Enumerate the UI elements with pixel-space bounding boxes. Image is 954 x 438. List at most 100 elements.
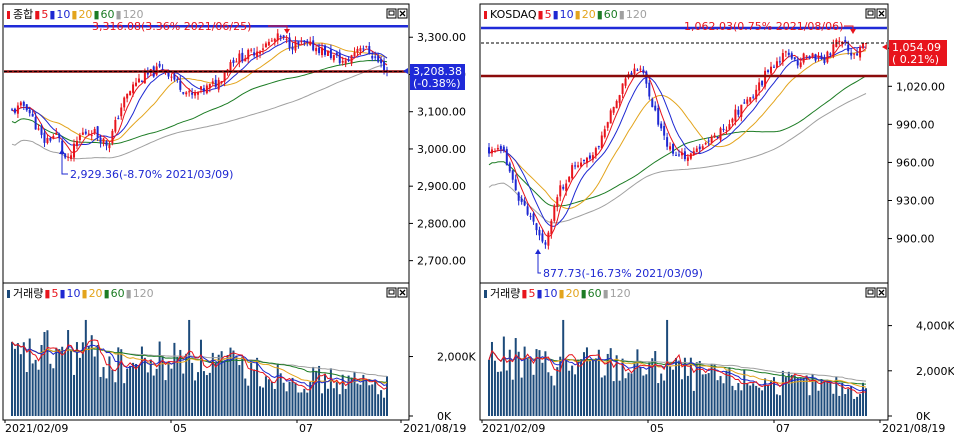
kosdaq-volume-bar (645, 374, 648, 416)
kospi-candle (344, 60, 347, 64)
kosdaq-candle (493, 151, 496, 153)
kosdaq-candle (544, 242, 547, 245)
kospi-volume-bar (267, 379, 270, 416)
kosdaq-candle (651, 99, 654, 108)
kospi-candle (338, 52, 341, 64)
kosdaq-candle (657, 107, 660, 125)
kosdaq-price-maximize-button[interactable] (865, 8, 876, 19)
kosdaq-candle (511, 170, 514, 180)
kosdaq-volume-bar (517, 351, 520, 416)
kosdaq-volume-legend-item: ▮ (581, 287, 587, 300)
kosdaq-date-label: 2021/08/19 (882, 422, 945, 434)
kosdaq-candle (701, 146, 704, 149)
kospi-volume-legend-item: 5 (51, 287, 58, 300)
kosdaq-candle (520, 198, 523, 202)
kosdaq-candle (488, 147, 490, 154)
kospi-candle (13, 108, 16, 113)
kosdaq-volume-legend-item: 거래량 (490, 287, 520, 300)
kospi-candle (241, 52, 244, 62)
kosdaq-candle (529, 215, 532, 217)
kosdaq-volume-bar (488, 359, 490, 416)
kosdaq-volume-bar (832, 393, 835, 416)
kosdaq-volume-bar (716, 380, 719, 416)
kospi-candle (179, 80, 182, 90)
kospi-volume-bar (87, 346, 90, 416)
kospi-volume-bar (170, 368, 173, 416)
kosdaq-candle (832, 44, 835, 57)
kospi-candle (250, 49, 253, 51)
kosdaq-volume-bar (683, 357, 686, 416)
kosdaq-volume-maximize-button[interactable] (865, 287, 876, 298)
kosdaq-volume-bar (775, 394, 778, 416)
kosdaq-candle (817, 55, 820, 58)
kospi-price-maximize-button[interactable] (386, 8, 397, 19)
kosdaq-volume-bar (865, 388, 867, 416)
kosdaq-candle (808, 56, 811, 58)
kosdaq-candle (490, 149, 493, 154)
kosdaq-candle (686, 157, 689, 161)
kospi-candle (25, 104, 28, 111)
kosdaq-volume-bar (731, 385, 734, 416)
kosdaq-volume-legend-item: ▮ (521, 287, 527, 300)
kosdaq-candle (505, 149, 508, 166)
kosdaq-volume-bar (790, 374, 793, 416)
kosdaq-volume-bar (663, 380, 666, 416)
kosdaq-volume-bar (755, 385, 758, 416)
kospi-candle (223, 72, 226, 82)
kosdaq-volume-bar (588, 359, 591, 416)
kospi-volume-bar (217, 354, 220, 416)
kosdaq-panel: 1,050.001,020.00990.00960.00930.00900.00… (479, 3, 954, 435)
kosdaq-candle (749, 97, 752, 102)
kosdaq-price-legend-item: ▮ (597, 8, 603, 21)
kospi-volume-maximize-button[interactable] (386, 287, 397, 298)
kospi-candle (55, 132, 58, 135)
kosdaq-volume-bar (606, 353, 609, 416)
kosdaq-high-annotation: 1,062.03(0.75% 2021/08/06) (684, 20, 843, 33)
kospi-volume-bar (146, 372, 149, 416)
kospi-date-label: 2021/08/19 (403, 422, 466, 434)
kospi-volume-legend: 거래량▮5▮10▮20▮60▮120 (13, 287, 154, 300)
kosdaq-volume-bar (778, 395, 781, 416)
kospi-volume-bar (117, 347, 120, 416)
kosdaq-candle (654, 105, 657, 111)
kosdaq-candle (580, 162, 583, 167)
kospi-candle (161, 68, 164, 70)
kosdaq-candle (603, 129, 606, 138)
kosdaq-volume-bar (535, 349, 538, 416)
kospi-price-legend-item: 종합 (13, 8, 33, 21)
kosdaq-volume-maximize-icon (867, 289, 874, 295)
kosdaq-volume-bar (651, 358, 654, 416)
kospi-candle (341, 60, 344, 63)
kospi-volume-bar (120, 349, 123, 416)
kosdaq-volume-bar (787, 371, 790, 416)
kosdaq-candle (642, 69, 645, 73)
kospi-price-legend-item: ▮ (71, 8, 77, 21)
kospi-volume-bar (291, 377, 294, 416)
kosdaq-volume-bar (627, 372, 630, 416)
kosdaq-price-tick-label: 1,020.00 (896, 80, 945, 93)
kosdaq-volume-bar (817, 390, 820, 416)
kospi-volume-bar (294, 382, 297, 416)
kospi-candle (78, 135, 81, 141)
kosdaq-candle (725, 129, 728, 131)
kosdaq-volume-bar (770, 380, 773, 416)
kospi-volume-bar (368, 385, 371, 416)
kospi-volume-bar (75, 342, 78, 416)
kosdaq-candle (672, 143, 675, 154)
kosdaq-candle (802, 53, 805, 63)
kosdaq-candle (805, 55, 808, 57)
kosdaq-candle (562, 186, 565, 189)
kospi-volume-bar (362, 374, 365, 416)
kosdaq-price-legend-item: ▮ (575, 8, 581, 21)
kospi-volume-bar (380, 390, 383, 416)
kospi-ma20-line (11, 42, 388, 142)
kospi-volume-bar (64, 351, 67, 416)
kospi-volume-bar (332, 388, 335, 416)
kospi-candle (31, 113, 34, 117)
kospi-volume-bar (300, 392, 303, 416)
kosdaq-price-tick-label: 960.00 (896, 156, 935, 169)
kosdaq-volume-bar (737, 383, 740, 416)
kosdaq-candle (820, 55, 823, 59)
kospi-volume-ma-line (11, 339, 388, 391)
kospi-volume-bar (329, 368, 332, 416)
